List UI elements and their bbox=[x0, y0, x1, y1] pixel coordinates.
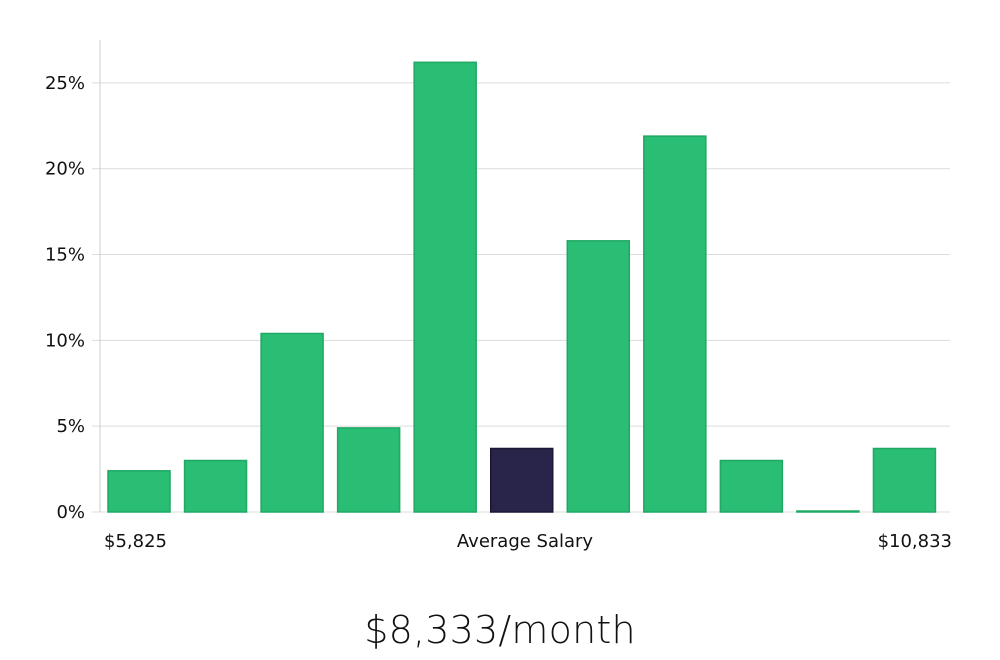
grid-lines bbox=[92, 82, 950, 513]
bar bbox=[260, 332, 324, 513]
y-tick-label: 0% bbox=[56, 502, 85, 523]
bar bbox=[566, 240, 631, 513]
bar bbox=[643, 135, 707, 513]
bar bbox=[872, 447, 937, 513]
x-center-label: Average Salary bbox=[457, 531, 594, 552]
bar bbox=[183, 459, 248, 513]
bar bbox=[336, 427, 401, 513]
y-tick-label: 20% bbox=[45, 159, 85, 180]
y-tick-label: 15% bbox=[45, 245, 85, 266]
bar bbox=[796, 510, 860, 513]
histogram-plot: 0% 5% 10% 15% 20% 25% $5,825 Average Salary $… bbox=[45, 40, 952, 552]
average-salary-value: $8,333/month bbox=[364, 608, 636, 652]
bar bbox=[719, 459, 784, 513]
bar-average-salary bbox=[489, 447, 554, 513]
bars bbox=[107, 61, 937, 513]
y-tick-label: 10% bbox=[45, 330, 85, 351]
bar bbox=[413, 61, 477, 513]
bar bbox=[107, 470, 171, 513]
x-max-label: $10,833 bbox=[878, 531, 952, 552]
x-min-label: $5,825 bbox=[104, 531, 167, 552]
y-tick-label: 5% bbox=[56, 416, 85, 437]
y-axis-ticks: 0% 5% 10% 15% 20% 25% bbox=[45, 73, 85, 523]
y-tick-label: 25% bbox=[45, 73, 85, 94]
